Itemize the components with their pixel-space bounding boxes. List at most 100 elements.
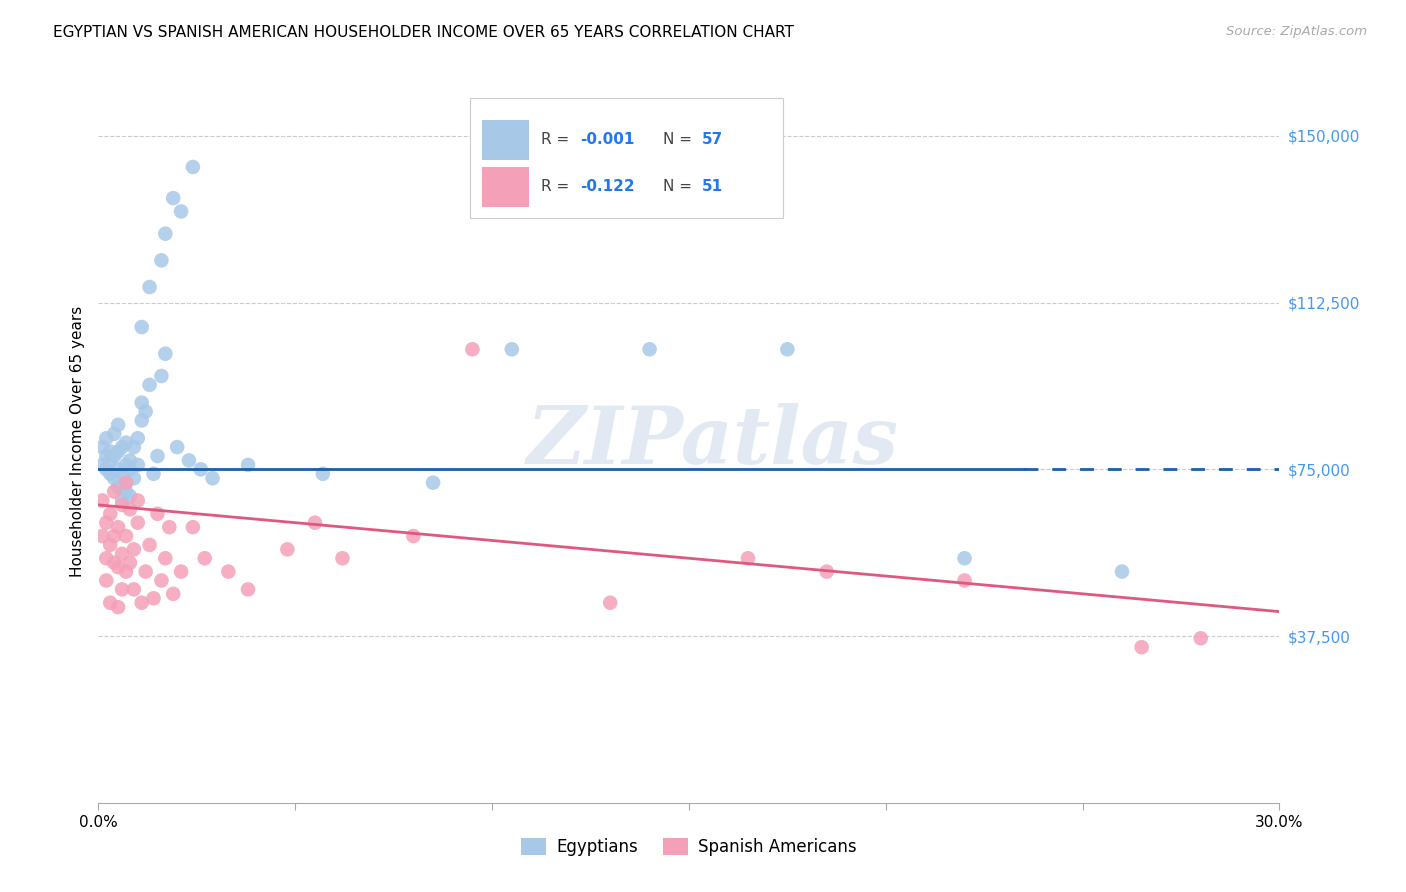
Point	[776, 343, 799, 357]
Text: -0.001: -0.001	[581, 132, 634, 147]
Point	[91, 440, 114, 454]
Point	[103, 426, 125, 441]
Point	[103, 529, 125, 543]
Point	[107, 520, 129, 534]
Text: N =: N =	[664, 132, 697, 147]
Point	[115, 529, 138, 543]
Point	[181, 160, 204, 174]
Point	[115, 484, 138, 499]
Point	[98, 444, 121, 458]
Point	[111, 547, 134, 561]
Point	[118, 453, 141, 467]
Text: Source: ZipAtlas.com: Source: ZipAtlas.com	[1226, 25, 1367, 38]
Point	[111, 440, 134, 454]
Point	[142, 467, 165, 481]
Point	[138, 280, 160, 294]
Point	[155, 551, 177, 566]
FancyBboxPatch shape	[482, 120, 530, 160]
Text: -0.122: -0.122	[581, 179, 636, 194]
Text: R =: R =	[541, 132, 575, 147]
Text: R =: R =	[541, 179, 575, 194]
Point	[103, 484, 125, 499]
Point	[276, 542, 298, 557]
Point	[103, 556, 125, 570]
Point	[122, 471, 145, 485]
Point	[127, 493, 149, 508]
Point	[181, 520, 204, 534]
Point	[461, 343, 484, 357]
Point	[501, 343, 523, 357]
Point	[1189, 632, 1212, 646]
Point	[127, 458, 149, 472]
Point	[422, 475, 444, 490]
Point	[111, 493, 134, 508]
Point	[304, 516, 326, 530]
Point	[150, 253, 173, 268]
Point	[146, 507, 169, 521]
Point	[96, 516, 118, 530]
Point	[162, 587, 184, 601]
Point	[111, 498, 134, 512]
Point	[131, 395, 153, 409]
Point	[91, 493, 114, 508]
Point	[135, 565, 157, 579]
Point	[111, 467, 134, 481]
Point	[127, 516, 149, 530]
Point	[177, 453, 200, 467]
Point	[155, 227, 177, 241]
Point	[638, 343, 661, 357]
Point	[217, 565, 239, 579]
Point	[332, 551, 354, 566]
Point	[96, 574, 118, 588]
Text: N =: N =	[664, 179, 697, 194]
Point	[96, 449, 118, 463]
FancyBboxPatch shape	[482, 167, 530, 207]
Point	[91, 529, 114, 543]
Point	[150, 574, 173, 588]
Point	[115, 435, 138, 450]
Point	[155, 347, 177, 361]
Point	[111, 582, 134, 597]
Point	[91, 458, 114, 472]
Point	[118, 556, 141, 570]
Point	[1111, 565, 1133, 579]
Point	[107, 417, 129, 432]
Point	[98, 596, 121, 610]
Text: 57: 57	[702, 132, 723, 147]
Point	[236, 582, 259, 597]
Text: 51: 51	[702, 179, 723, 194]
Point	[166, 440, 188, 454]
Point	[122, 582, 145, 597]
Point	[122, 542, 145, 557]
Point	[96, 462, 118, 476]
Point	[107, 600, 129, 615]
Y-axis label: Householder Income Over 65 years: Householder Income Over 65 years	[69, 306, 84, 577]
Point	[131, 413, 153, 427]
Point	[131, 596, 153, 610]
Point	[190, 462, 212, 476]
Point	[162, 191, 184, 205]
Point	[138, 377, 160, 392]
Point	[1130, 640, 1153, 655]
Point	[953, 551, 976, 566]
Point	[737, 551, 759, 566]
Point	[96, 551, 118, 566]
Point	[157, 520, 180, 534]
Point	[236, 458, 259, 472]
Point	[96, 431, 118, 445]
Point	[146, 449, 169, 463]
Point	[107, 480, 129, 494]
Text: EGYPTIAN VS SPANISH AMERICAN HOUSEHOLDER INCOME OVER 65 YEARS CORRELATION CHART: EGYPTIAN VS SPANISH AMERICAN HOUSEHOLDER…	[53, 25, 794, 40]
Point	[135, 404, 157, 418]
Point	[98, 507, 121, 521]
Legend: Egyptians, Spanish Americans: Egyptians, Spanish Americans	[515, 831, 863, 863]
Point	[98, 467, 121, 481]
Point	[599, 596, 621, 610]
Point	[201, 471, 224, 485]
Point	[150, 368, 173, 383]
Point	[131, 320, 153, 334]
Point	[103, 449, 125, 463]
Point	[312, 467, 335, 481]
Point	[170, 204, 193, 219]
Text: ZIPatlas: ZIPatlas	[526, 403, 898, 480]
